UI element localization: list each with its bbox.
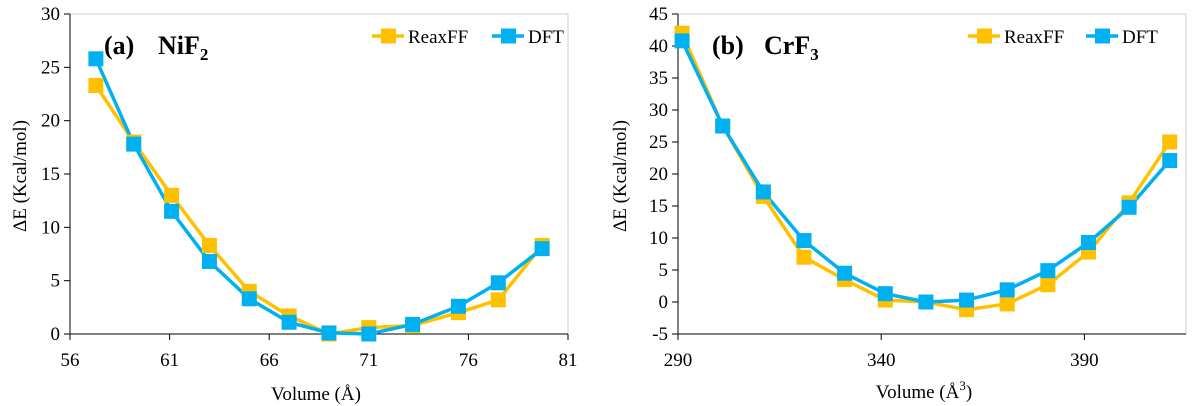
data-point-dft bbox=[1080, 234, 1096, 250]
y-tick-label: 30 bbox=[649, 100, 668, 121]
panel-title-a: NiF2 bbox=[158, 31, 208, 64]
y-tick-label: 5 bbox=[51, 271, 61, 292]
panel-label-b: (b) bbox=[712, 31, 744, 60]
chart-panel-a: (a) NiF2 Volume (Å) ΔE (Kcal/mol) 0 5 10 15… bbox=[10, 4, 578, 405]
y-tick-label: 30 bbox=[41, 4, 60, 25]
y-tick-label: 25 bbox=[41, 57, 60, 78]
data-point-reaxff bbox=[88, 77, 104, 93]
data-point-dft bbox=[1040, 263, 1056, 279]
data-point-dft bbox=[450, 298, 466, 314]
data-point-reaxff bbox=[201, 237, 217, 253]
data-point-reaxff bbox=[164, 187, 180, 203]
data-point-dft bbox=[534, 241, 550, 257]
x-tick-label: 71 bbox=[359, 350, 378, 371]
y-tick-label: 45 bbox=[649, 4, 668, 25]
panel-title-b: CrF3 bbox=[764, 31, 819, 64]
y-tick-label: -5 bbox=[652, 324, 668, 345]
data-point-dft bbox=[201, 253, 217, 269]
series-line-dft bbox=[680, 40, 1172, 304]
data-point-dft bbox=[877, 286, 893, 302]
x-tick-label: 56 bbox=[61, 350, 80, 371]
data-point-dft bbox=[321, 325, 337, 341]
series-line-dft bbox=[94, 58, 544, 336]
data-point-dft bbox=[1121, 199, 1137, 215]
y-axis-label-b: ΔE (Kcal/mol) bbox=[610, 120, 631, 232]
data-point-reaxff bbox=[1040, 277, 1056, 293]
panel-label-a: (a) bbox=[104, 31, 134, 60]
data-point-reaxff bbox=[796, 249, 812, 265]
data-point-dft bbox=[755, 184, 771, 200]
y-tick-label: 25 bbox=[649, 132, 668, 153]
data-point-dft bbox=[241, 291, 257, 307]
legend-marker-dft bbox=[501, 28, 516, 44]
y-tick-label: 0 bbox=[51, 324, 61, 345]
data-point-dft bbox=[490, 275, 506, 291]
x-tick-label: 290 bbox=[664, 350, 693, 371]
legend-label-reaxff: ReaxFF bbox=[408, 27, 468, 48]
data-point-dft bbox=[281, 314, 297, 330]
chart-panel-b: (b) CrF3 Volume (Å3) ΔE (Kcal/mol) -5 0 5 1… bbox=[610, 4, 1187, 403]
legend-label-dft: DFT bbox=[528, 27, 564, 48]
y-tick-label: 20 bbox=[649, 164, 668, 185]
series-line-reaxff bbox=[680, 32, 1172, 312]
data-point-dft bbox=[126, 136, 142, 152]
y-tick-label: 10 bbox=[41, 217, 60, 238]
x-tick-label: 81 bbox=[559, 350, 578, 371]
y-tick-label: 40 bbox=[649, 36, 668, 57]
data-point-dft bbox=[715, 118, 731, 134]
legend-marker-dft bbox=[1095, 28, 1110, 44]
legend-label-dft: DFT bbox=[1122, 27, 1158, 48]
legend-label-reaxff: ReaxFF bbox=[1004, 27, 1064, 48]
y-tick-label: 35 bbox=[649, 68, 668, 89]
data-point-dft bbox=[361, 326, 377, 342]
x-tick-label: 76 bbox=[459, 350, 478, 371]
data-point-reaxff bbox=[490, 292, 506, 308]
data-point-dft bbox=[88, 51, 104, 67]
x-tick-label: 390 bbox=[1070, 350, 1099, 371]
data-point-dft bbox=[796, 233, 812, 249]
y-tick-label: 15 bbox=[41, 164, 60, 185]
data-point-dft bbox=[674, 33, 690, 49]
data-point-reaxff bbox=[999, 296, 1015, 312]
x-tick-label: 66 bbox=[260, 350, 279, 371]
y-tick-label: 15 bbox=[649, 196, 668, 217]
legend-marker-reaxff bbox=[977, 28, 992, 44]
data-point-reaxff bbox=[1162, 134, 1178, 150]
x-axis-label-a: Volume (Å) bbox=[271, 384, 361, 405]
y-tick-label: 20 bbox=[41, 111, 60, 132]
data-point-dft bbox=[959, 292, 975, 308]
y-axis-label-a: ΔE (Kcal/mol) bbox=[10, 120, 31, 232]
legend-marker-reaxff bbox=[381, 28, 396, 44]
data-point-dft bbox=[164, 203, 180, 219]
data-point-dft bbox=[918, 294, 934, 310]
y-tick-label: 10 bbox=[649, 228, 668, 249]
y-tick-label: 5 bbox=[659, 260, 669, 281]
data-point-dft bbox=[999, 282, 1015, 298]
x-tick-label: 340 bbox=[867, 350, 896, 371]
data-point-dft bbox=[405, 316, 421, 332]
data-point-dft bbox=[1162, 153, 1178, 169]
data-point-dft bbox=[837, 265, 853, 281]
x-tick-label: 61 bbox=[160, 350, 179, 371]
y-tick-label: 0 bbox=[659, 292, 669, 313]
x-axis-label-b: Volume (Å3) bbox=[876, 378, 972, 403]
